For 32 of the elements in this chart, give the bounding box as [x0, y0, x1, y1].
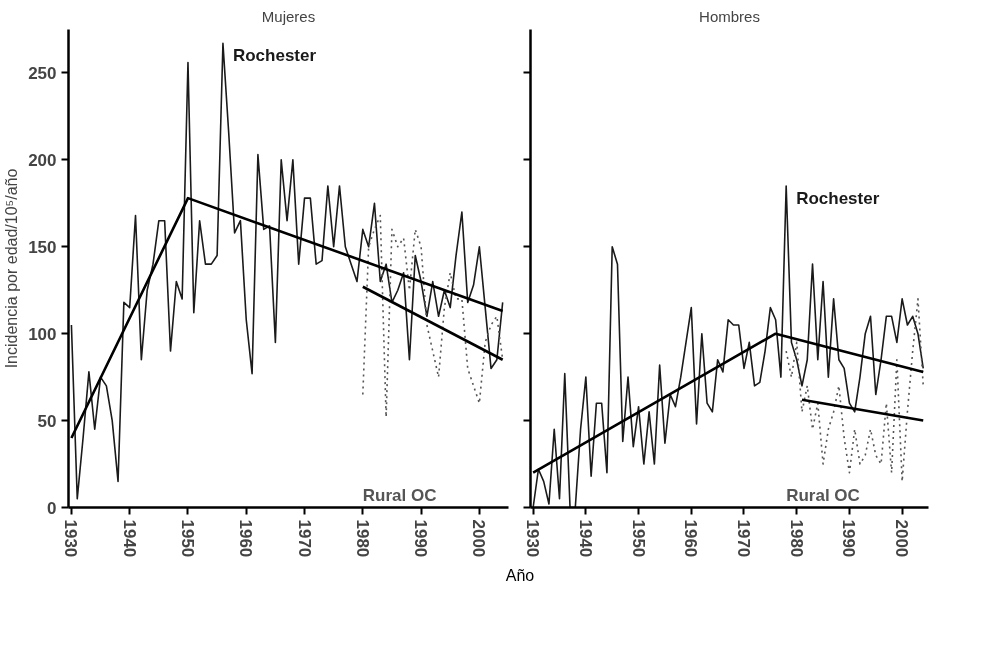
- x-tick-label: 1950: [628, 519, 648, 558]
- x-tick-label: 1930: [523, 519, 543, 558]
- chart-title: Mujeres: [261, 7, 316, 25]
- x-tick-label: 2000: [892, 519, 912, 558]
- y-axis-title: Incidencia por edad/10⁵/año: [3, 168, 21, 369]
- x-tick-label: 1980: [352, 519, 372, 558]
- line-series: [70, 42, 504, 500]
- y-tick-label: 50: [37, 411, 57, 431]
- line-series: [362, 214, 504, 418]
- x-tick-label: 1980: [786, 519, 806, 558]
- x-tick-label: 2000: [469, 519, 489, 558]
- x-tick-label: 1960: [236, 519, 256, 558]
- x-axis-title: Año: [505, 566, 535, 586]
- x-tick-label: 1940: [119, 519, 139, 558]
- x-tick-label: 1990: [411, 519, 431, 558]
- chart-title: Hombres: [699, 7, 760, 25]
- y-tick-label: 250: [28, 63, 57, 83]
- series-label: Rural OC: [786, 485, 860, 505]
- series-label: Rochester: [796, 188, 880, 208]
- y-tick-label: 0: [47, 498, 57, 518]
- x-tick-label: 1970: [734, 519, 753, 558]
- y-tick-label: 150: [28, 237, 57, 257]
- x-tick-label: 1930: [61, 519, 81, 558]
- y-tick-label: 100: [28, 324, 57, 344]
- x-tick-label: 1960: [681, 519, 701, 558]
- x-tick-label: 1970: [294, 519, 314, 558]
- series-label: Rochester: [232, 46, 317, 66]
- y-tick-label: 200: [28, 150, 57, 170]
- x-tick-label: 1940: [575, 519, 595, 558]
- x-tick-label: 1990: [839, 519, 859, 558]
- x-tick-label: 1950: [177, 519, 197, 558]
- text: Rural OC: [362, 485, 437, 505]
